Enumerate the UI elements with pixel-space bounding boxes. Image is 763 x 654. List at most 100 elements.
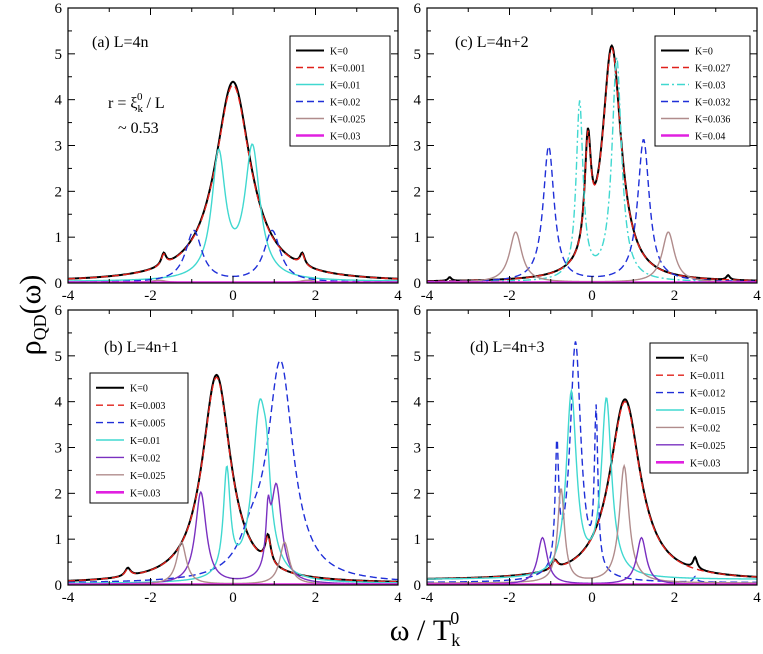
y-tick-label: 4 bbox=[55, 93, 63, 109]
y-axis-main-label: ρQD(ω) bbox=[14, 275, 50, 356]
y-tick-label: 5 bbox=[414, 349, 422, 365]
x-tick-label: 4 bbox=[394, 288, 402, 304]
y-tick-label: 0 bbox=[414, 276, 422, 292]
legend-label: K=0.036 bbox=[695, 115, 730, 126]
x-tick-label: -4 bbox=[62, 288, 75, 304]
x-tick-label: 0 bbox=[588, 288, 596, 304]
legend-label: K=0 bbox=[690, 354, 708, 365]
series-line-K=0.02 bbox=[427, 463, 757, 584]
panel-b: -4 -2 0 2 4 0 1 2 3 4 5 6 (b) L=4n+1 K=0 K=0.003 K=0.00… bbox=[55, 303, 403, 606]
annotation-sub: k bbox=[137, 103, 143, 115]
legend-box bbox=[89, 372, 189, 504]
svg-text:ρQD(ω): ρQD(ω) bbox=[14, 275, 50, 356]
x-tick-label: -2 bbox=[503, 590, 516, 606]
y-tick-label: 5 bbox=[414, 47, 422, 63]
y-tick-label: 3 bbox=[55, 441, 63, 457]
x-axis-main-label: ω / Tk0 bbox=[390, 608, 460, 650]
legend-label: K=0.03 bbox=[330, 132, 360, 143]
series-line-K=0.003 bbox=[68, 376, 398, 583]
y-tick-label: 2 bbox=[414, 184, 422, 200]
x-label-omega: ω / T bbox=[390, 614, 451, 647]
x-tick-label: 0 bbox=[588, 590, 596, 606]
series-line-K=0.036 bbox=[427, 231, 757, 283]
x-tick-label: 2 bbox=[312, 590, 320, 606]
y-tick-label: 2 bbox=[55, 184, 63, 200]
legend-label: K=0.025 bbox=[690, 441, 725, 452]
y-tick-label: 6 bbox=[414, 1, 422, 17]
panel-c: -4 -2 0 2 4 0 1 2 3 4 5 6 (c) L=4n+2 K=0 K=0.027 K=0.03… bbox=[414, 1, 762, 304]
y-tick-label: 5 bbox=[55, 47, 63, 63]
legend-label: K=0.03 bbox=[690, 458, 720, 469]
y-tick-label: 4 bbox=[414, 395, 422, 411]
panel-title: (c) L=4n+2 bbox=[455, 34, 529, 51]
series-line-K=0.005 bbox=[68, 359, 398, 583]
panel-d: -4 -2 0 2 4 0 1 2 3 4 5 6 (d) L=4n+3 K=0 K=0.011 K=0.01… bbox=[414, 303, 762, 606]
x-tick-label: 4 bbox=[394, 590, 402, 606]
legend-label: K=0.001 bbox=[330, 64, 365, 75]
series-line-K=0.01 bbox=[68, 143, 398, 282]
panel-title: (b) L=4n+1 bbox=[104, 339, 178, 356]
x-tick-label: 2 bbox=[671, 288, 679, 304]
y-tick-label: 4 bbox=[414, 93, 422, 109]
y-tick-label: 0 bbox=[414, 578, 422, 594]
legend-label: K=0.027 bbox=[695, 64, 730, 75]
series-line-K=0.001 bbox=[68, 84, 398, 280]
y-label-sub: QD bbox=[30, 314, 50, 340]
legend-label: K=0.012 bbox=[690, 389, 725, 400]
y-tick-label: 6 bbox=[414, 303, 422, 319]
legend-label: K=0 bbox=[330, 47, 348, 58]
legend-label: K=0.025 bbox=[330, 115, 365, 126]
legend-label: K=0.025 bbox=[130, 471, 165, 482]
y-tick-label: 2 bbox=[55, 486, 63, 502]
x-tick-label: 2 bbox=[312, 288, 320, 304]
x-tick-label: 4 bbox=[753, 288, 761, 304]
y-tick-label: 1 bbox=[55, 230, 63, 246]
annotation-ratio: r = ξk0 / L bbox=[108, 91, 165, 115]
legend-label: K=0.01 bbox=[330, 81, 360, 92]
legend-box bbox=[289, 35, 391, 147]
x-tick-label: -2 bbox=[503, 288, 516, 304]
x-tick-label: -2 bbox=[144, 590, 157, 606]
legend-label: K=0.011 bbox=[690, 371, 725, 382]
legend-label: K=0.04 bbox=[695, 132, 725, 143]
x-tick-label: 4 bbox=[753, 590, 761, 606]
legend-label: K=0.015 bbox=[690, 406, 725, 417]
y-tick-label: 4 bbox=[55, 395, 63, 411]
legend-box bbox=[654, 35, 751, 147]
legend-label: K=0 bbox=[130, 384, 148, 395]
legend: K=0 K=0.027 K=0.03 K=0.032 K=0.036 K=0.04 bbox=[654, 35, 751, 147]
y-label-rho: ρ bbox=[14, 340, 47, 355]
annotation-tail: / L bbox=[142, 95, 164, 112]
y-tick-label: 3 bbox=[414, 139, 422, 155]
legend-box bbox=[649, 342, 749, 474]
legend: K=0 K=0.011 K=0.012 K=0.015 K=0.02 K=0.025 K=0… bbox=[649, 342, 749, 474]
x-label-sup: 0 bbox=[450, 608, 459, 628]
legend-label: K=0.03 bbox=[130, 488, 160, 499]
legend-label: K=0.02 bbox=[130, 453, 160, 464]
annotation-r: r = ξ bbox=[108, 95, 137, 112]
annotation-value: ~ 0.53 bbox=[118, 120, 159, 137]
series-line-K=0.011 bbox=[427, 400, 757, 580]
series-line-K=0.032 bbox=[427, 139, 757, 283]
x-tick-label: -4 bbox=[421, 288, 434, 304]
legend-label: K=0.02 bbox=[690, 423, 720, 434]
legend-label: K=0.003 bbox=[130, 401, 165, 412]
panel-title: (d) L=4n+3 bbox=[470, 339, 544, 356]
x-tick-label: -4 bbox=[62, 590, 75, 606]
y-tick-label: 3 bbox=[55, 139, 63, 155]
legend-label: K=0.032 bbox=[695, 98, 730, 109]
legend: K=0 K=0.003 K=0.005 K=0.01 K=0.02 K=0.025 K=0.… bbox=[89, 372, 189, 504]
x-tick-label: 0 bbox=[229, 590, 237, 606]
x-tick-label: 2 bbox=[671, 590, 679, 606]
series-line-K=0.01 bbox=[68, 398, 398, 584]
legend-label: K=0 bbox=[695, 47, 713, 58]
annotation-sup: 0 bbox=[137, 91, 143, 103]
y-tick-label: 0 bbox=[55, 578, 63, 594]
y-tick-label: 5 bbox=[55, 349, 63, 365]
y-tick-label: 1 bbox=[414, 230, 422, 246]
y-label-tail: (ω) bbox=[14, 275, 47, 315]
svg-text:ω / Tk0: ω / Tk0 bbox=[390, 608, 460, 650]
y-tick-label: 3 bbox=[414, 441, 422, 457]
x-tick-label: -4 bbox=[421, 590, 434, 606]
